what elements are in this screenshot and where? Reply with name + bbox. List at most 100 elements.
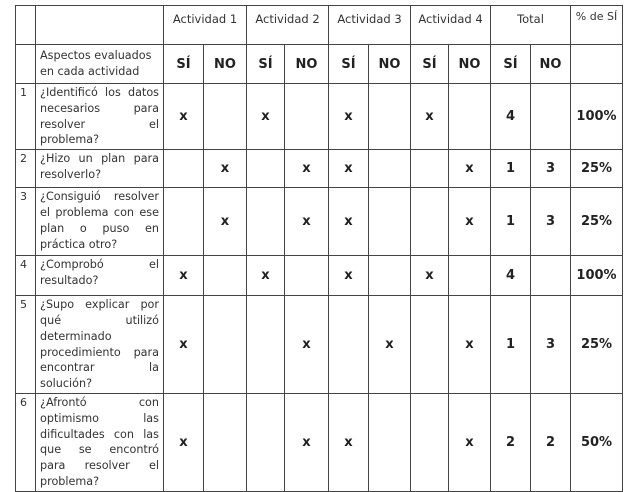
mark-cell: x — [328, 149, 369, 189]
mark-cell — [163, 187, 204, 257]
no-header: NO — [530, 44, 571, 84]
mark-cell: x — [163, 392, 204, 492]
mark-cell — [368, 392, 411, 492]
mark-cell — [410, 149, 449, 189]
row-number: 1 — [15, 82, 36, 151]
total-yes: 4 — [490, 82, 531, 151]
mark-cell — [328, 295, 369, 394]
evaluation-table: Actividad 1 Actividad 2 Actividad 3 Acti… — [15, 5, 623, 492]
mark-cell: x — [284, 187, 329, 257]
mark-cell — [448, 255, 491, 297]
question-text: ¿Comprobó el resultado? — [35, 255, 164, 297]
mark-cell: x — [246, 82, 285, 151]
row-number: 4 — [15, 255, 36, 297]
mark-cell: x — [284, 392, 329, 492]
no-header: NO — [284, 44, 329, 84]
mark-cell — [203, 82, 247, 151]
row-number: 3 — [15, 187, 36, 257]
empty-cell — [35, 5, 164, 45]
yes-header: SÍ — [410, 44, 449, 84]
total-no — [530, 255, 571, 297]
mark-cell — [448, 82, 491, 151]
empty-cell — [570, 44, 623, 84]
mark-cell — [203, 255, 247, 297]
total-header: Total — [490, 5, 571, 45]
total-no: 3 — [530, 295, 571, 394]
mark-cell: x — [328, 392, 369, 492]
percent-yes: 25% — [570, 149, 623, 189]
table-row: 6 ¿Afrontó con optimismo las dificultades… — [15, 392, 623, 492]
mark-cell: x — [284, 295, 329, 394]
header-row: Actividad 1 Actividad 2 Actividad 3 Acti… — [15, 5, 623, 45]
mark-cell — [410, 392, 449, 492]
mark-cell — [246, 149, 285, 189]
mark-cell — [203, 295, 247, 394]
question-text: ¿Afrontó con optimismo las dificultades … — [35, 392, 164, 492]
mark-cell — [410, 295, 449, 394]
total-yes: 1 — [490, 149, 531, 189]
mark-cell: x — [410, 255, 449, 297]
mark-cell — [284, 255, 329, 297]
aspects-header: Aspectos evaluados en cada actividad — [35, 44, 164, 84]
question-text: ¿Supo explicar por qué utilizó determina… — [35, 295, 164, 394]
mark-cell — [246, 187, 285, 257]
row-number: 5 — [15, 295, 36, 394]
total-yes: 1 — [490, 295, 531, 394]
mark-cell — [368, 149, 411, 189]
no-header: NO — [448, 44, 491, 84]
percent-yes: 50% — [570, 392, 623, 492]
mark-cell — [368, 187, 411, 257]
mark-cell: x — [368, 295, 411, 394]
empty-cell — [15, 44, 36, 84]
mark-cell: x — [410, 82, 449, 151]
yes-header: SÍ — [490, 44, 531, 84]
total-yes: 4 — [490, 255, 531, 297]
table-row: 3 ¿Consiguió resolver el problema con ese… — [15, 187, 623, 257]
yes-header: SÍ — [328, 44, 369, 84]
percent-yes: 25% — [570, 295, 623, 394]
mark-cell: x — [328, 255, 369, 297]
total-no — [530, 82, 571, 151]
mark-cell: x — [448, 392, 491, 492]
question-text: ¿Identificó los datos necesarios para re… — [35, 82, 164, 151]
mark-cell — [203, 392, 247, 492]
no-header: NO — [368, 44, 411, 84]
question-text: ¿Hizo un plan para resolverlo? — [35, 149, 164, 189]
mark-cell — [284, 82, 329, 151]
table-row: 4 ¿Comprobó el resultado? x x x x 4 100% — [15, 255, 623, 297]
mark-cell: x — [448, 149, 491, 189]
mark-cell — [246, 295, 285, 394]
mark-cell: x — [284, 149, 329, 189]
total-no: 2 — [530, 392, 571, 492]
table-row: 2 ¿Hizo un plan para resolverlo? x x x x 1 3 25% — [15, 149, 623, 189]
no-header: NO — [203, 44, 247, 84]
percent-yes: 100% — [570, 255, 623, 297]
mark-cell: x — [203, 149, 247, 189]
row-number: 6 — [15, 392, 36, 492]
mark-cell: x — [163, 295, 204, 394]
mark-cell — [246, 392, 285, 492]
table-row: 5 ¿Supo explicar por qué utilizó determin… — [15, 295, 623, 394]
mark-cell: x — [448, 187, 491, 257]
question-text: ¿Consiguió resolver el problema con ese … — [35, 187, 164, 257]
activity-2-header: Actividad 2 — [246, 5, 329, 45]
percent-yes: 100% — [570, 82, 623, 151]
mark-cell: x — [163, 255, 204, 297]
total-no: 3 — [530, 187, 571, 257]
mark-cell — [368, 255, 411, 297]
total-no: 3 — [530, 149, 571, 189]
subheader-row: Aspectos evaluados en cada actividad SÍ N… — [15, 44, 623, 84]
mark-cell: x — [203, 187, 247, 257]
percent-header: % de SÍ — [570, 5, 623, 45]
mark-cell: x — [328, 187, 369, 257]
mark-cell — [410, 187, 449, 257]
row-number: 2 — [15, 149, 36, 189]
total-yes: 1 — [490, 187, 531, 257]
mark-cell — [368, 82, 411, 151]
table-row: 1 ¿Identificó los datos necesarios para r… — [15, 82, 623, 151]
mark-cell: x — [246, 255, 285, 297]
activity-1-header: Actividad 1 — [163, 5, 247, 45]
yes-header: SÍ — [246, 44, 285, 84]
mark-cell: x — [328, 82, 369, 151]
activity-4-header: Actividad 4 — [410, 5, 491, 45]
